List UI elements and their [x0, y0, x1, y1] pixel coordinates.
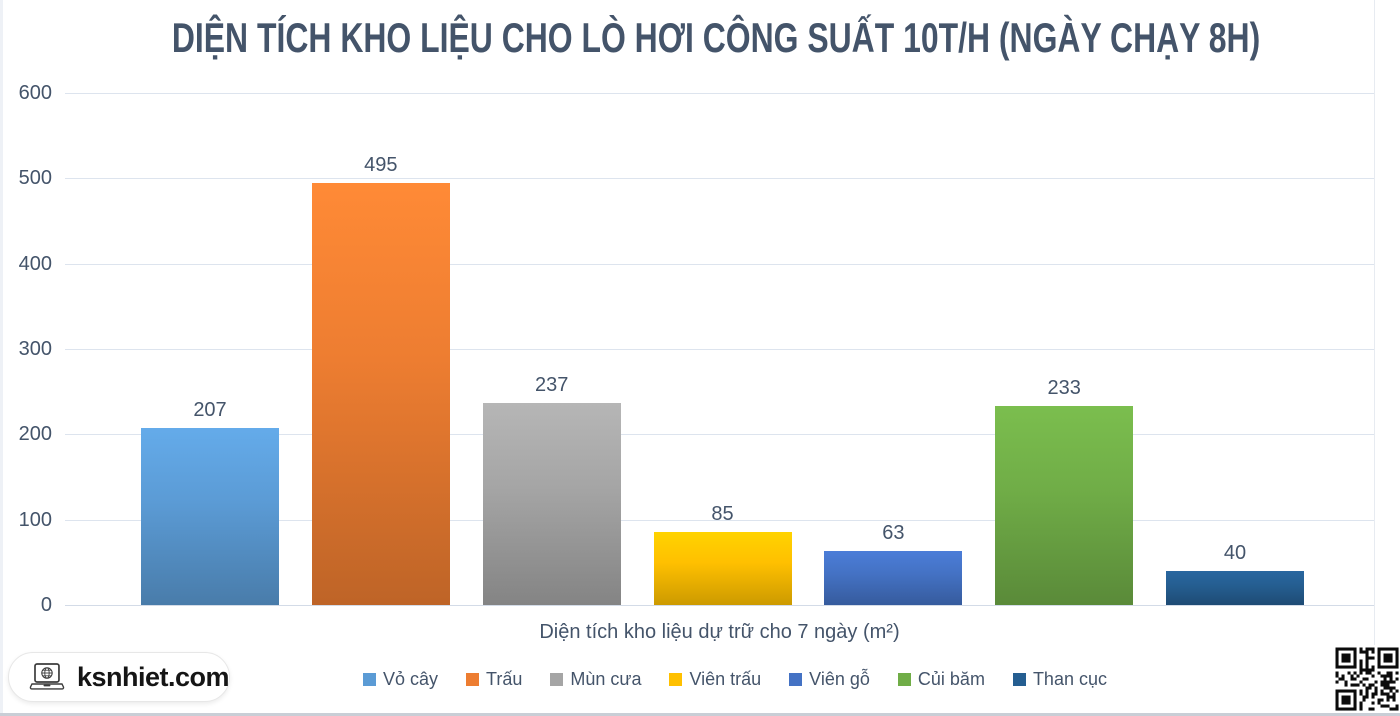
legend-swatch-icon — [897, 672, 911, 686]
chart-title: DIỆN TÍCH KHO LIỆU CHO LÒ HƠI CÔNG SUẤT … — [0, 13, 1400, 63]
y-gridline-200 — [65, 434, 1374, 436]
y-tick-label-0: 0 — [40, 594, 52, 616]
chart-legend: Vỏ cây Trấu Mùn cưa Viên trấu Viên gỗ Củi băm… — [70, 666, 1400, 692]
plot-right-border — [1374, 0, 1375, 645]
legend-label: Viên gỗ — [809, 669, 870, 689]
y-gridline-500 — [65, 178, 1374, 180]
bar-value-label: 63 — [882, 522, 905, 545]
bar-Viên trấu — [653, 532, 792, 605]
frame-bottom-edge — [0, 713, 1400, 716]
bar-value-label: 207 — [193, 399, 227, 422]
legend-item-Vỏ cây: Vỏ cây — [363, 666, 438, 692]
legend-label: Mùn cưa — [570, 669, 642, 689]
legend-label: Than cục — [1032, 669, 1107, 689]
legend-item-Viên trấu: Viên trấu — [669, 666, 761, 692]
bar-Viên gỗ — [824, 551, 963, 605]
y-tick-label-400: 400 — [18, 252, 52, 275]
legend-swatch-icon — [550, 672, 564, 686]
legend-item-Trấu: Trấu — [466, 666, 522, 692]
legend-swatch-icon — [669, 672, 683, 686]
x-axis-label: Diện tích kho liệu dự trữ cho 7 ngày (m²… — [539, 621, 900, 643]
bar-Than cục — [1165, 570, 1304, 605]
y-gridline-300 — [65, 349, 1374, 350]
frame-left-edge — [0, 0, 3, 716]
y-tick-label-300: 300 — [18, 338, 52, 360]
legend-label: Viên trấu — [689, 669, 762, 689]
legend-swatch-icon — [1012, 672, 1026, 686]
legend-item-Mùn cưa: Mùn cưa — [550, 666, 641, 692]
y-tick-label-600: 600 — [18, 82, 52, 104]
bar-Vỏ cây — [141, 428, 279, 605]
bar-value-label: 495 — [364, 153, 398, 176]
bar-Củi băm — [995, 406, 1134, 605]
legend-label: Trấu — [486, 669, 523, 689]
laptop-globe-icon — [29, 663, 65, 690]
watermark-text: ksnhiet.com — [76, 661, 230, 692]
y-tick-label-500: 500 — [18, 167, 52, 190]
y-gridline-600 — [65, 93, 1374, 94]
bar-Trấu — [311, 182, 450, 605]
legend-item-Than cục: Than cục — [1012, 666, 1107, 692]
y-gridline-0 — [65, 605, 1374, 606]
legend-swatch-icon — [466, 672, 480, 686]
legend-swatch-icon — [789, 672, 803, 686]
legend-swatch-icon — [363, 672, 376, 686]
bar-Mùn cưa — [482, 402, 621, 605]
watermark-pill: ksnhiet.com — [8, 652, 230, 702]
legend-item-Viên gỗ: Viên gỗ — [789, 666, 870, 692]
y-tick-label-200: 200 — [18, 423, 52, 446]
bar-value-label: 85 — [711, 503, 734, 526]
y-gridline-100 — [65, 519, 1374, 521]
bar-value-label: 40 — [1223, 541, 1247, 564]
legend-item-Củi băm: Củi băm — [897, 666, 985, 692]
legend-label: Vỏ cây — [383, 669, 439, 689]
bar-value-label: 237 — [534, 373, 569, 396]
chart-title-text: DIỆN TÍCH KHO LIỆU CHO LÒ HƠI CÔNG SUẤT … — [171, 14, 1261, 61]
y-gridline-400 — [65, 263, 1374, 265]
y-tick-label-100: 100 — [18, 508, 52, 531]
bar-value-label: 233 — [1047, 377, 1081, 400]
qr-code — [1335, 647, 1399, 711]
legend-label: Củi băm — [917, 669, 985, 689]
